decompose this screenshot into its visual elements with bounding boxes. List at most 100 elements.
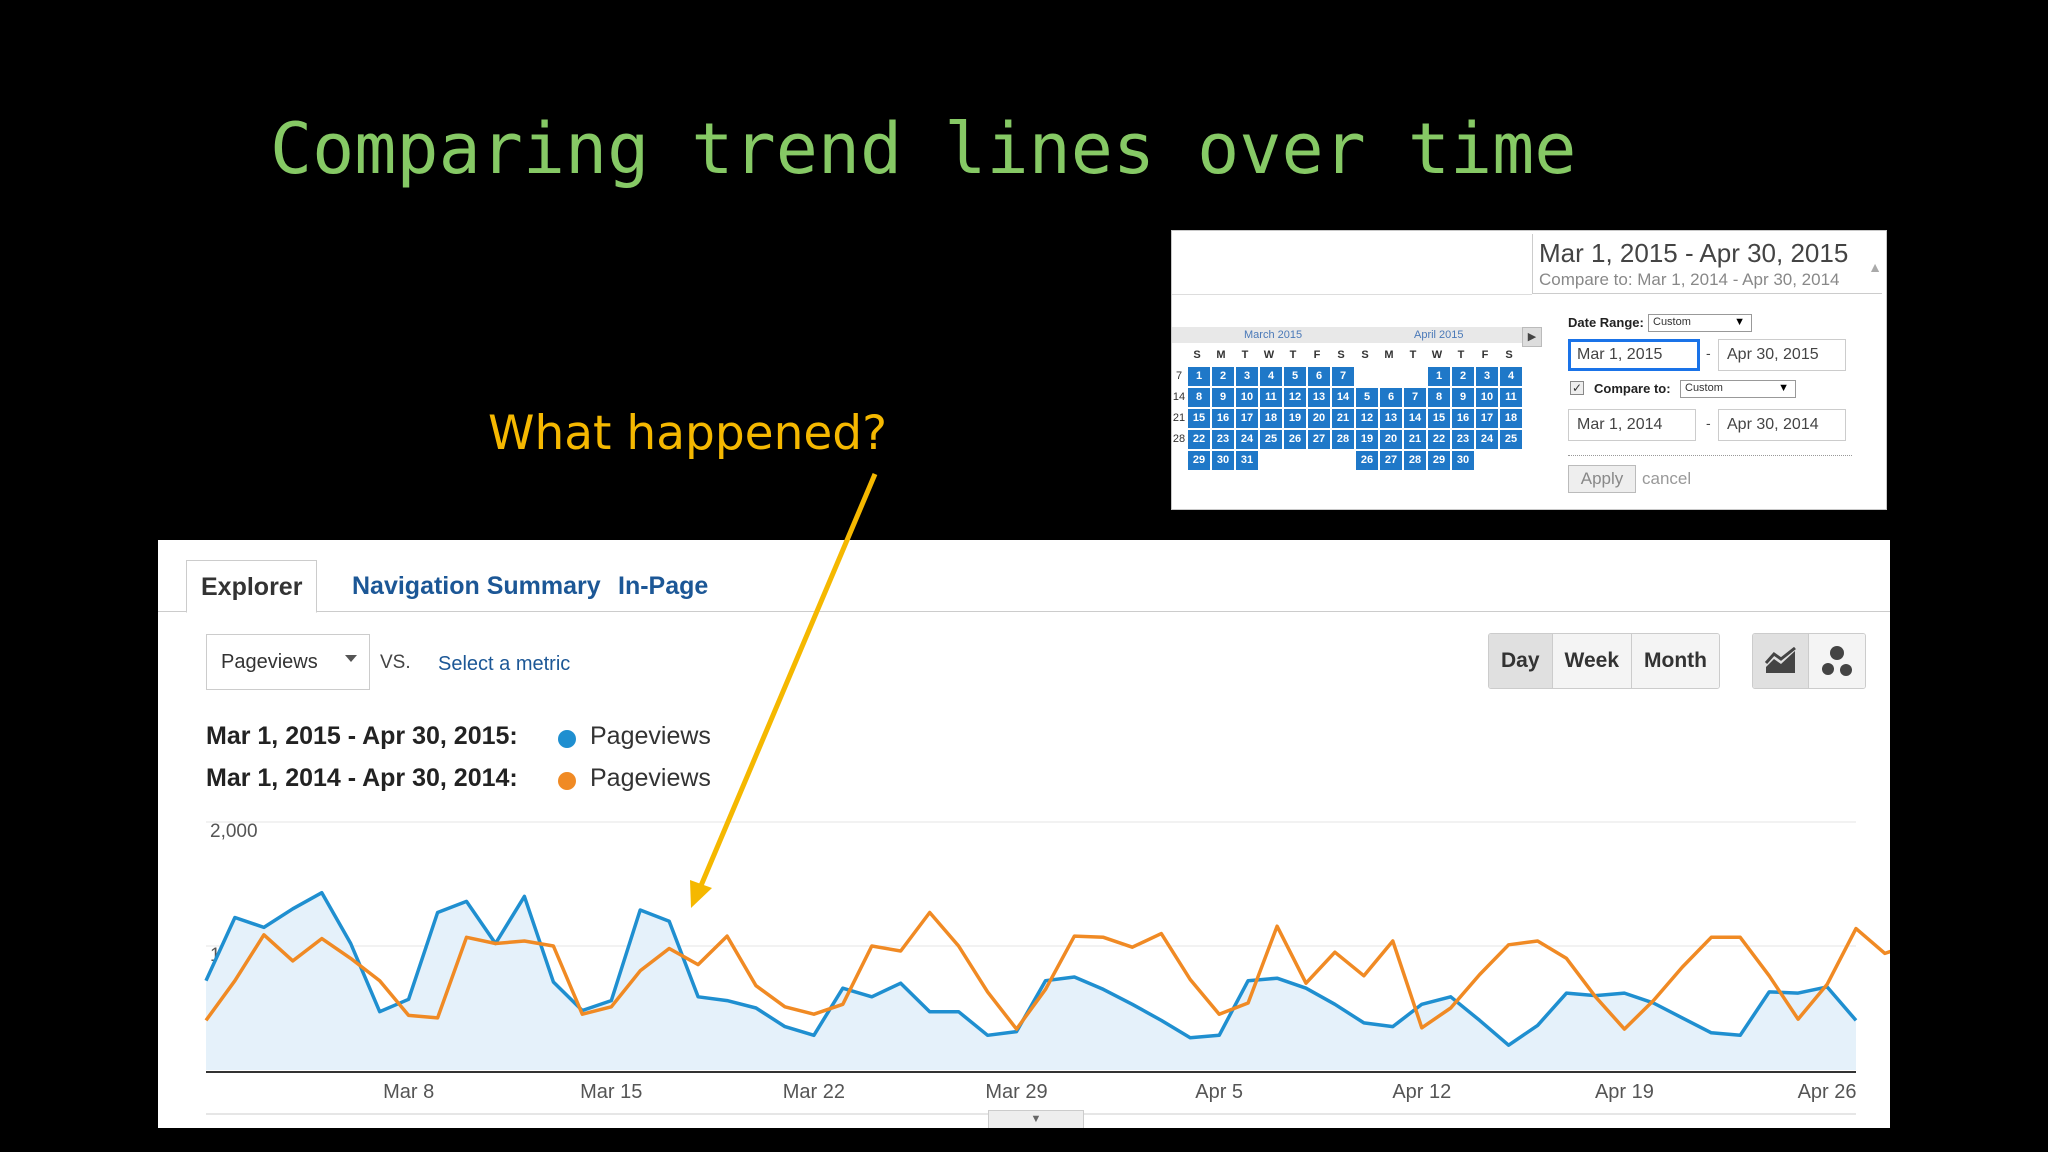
next-month-icon[interactable]: ▶ <box>1522 327 1542 347</box>
calendar-day-march[interactable]: 2 <box>1212 367 1234 386</box>
weekday-label: S <box>1193 349 1201 361</box>
calendar-day-april[interactable]: 13 <box>1380 409 1402 428</box>
calendar-day-april[interactable]: 4 <box>1500 367 1522 386</box>
calendar-day-april[interactable]: 28 <box>1404 451 1426 470</box>
calendar-day-april[interactable]: 30 <box>1452 451 1474 470</box>
calendar-day-march[interactable]: 14 <box>1332 388 1354 407</box>
apply-button[interactable]: Apply <box>1568 465 1636 493</box>
compare-checkbox[interactable]: ✓ <box>1570 381 1584 395</box>
calendar-day-april[interactable]: 3 <box>1476 367 1498 386</box>
calendar-day-march[interactable]: 25 <box>1260 430 1282 449</box>
calendar-day-april[interactable]: 6 <box>1380 388 1402 407</box>
calendar-day-march[interactable]: 6 <box>1308 367 1330 386</box>
compare-start-input[interactable]: Mar 1, 2014 <box>1568 409 1696 441</box>
calendar-day-march[interactable]: 20 <box>1308 409 1330 428</box>
tab-explorer[interactable]: Explorer <box>186 560 318 613</box>
calendar-day-march[interactable]: 17 <box>1236 409 1258 428</box>
calendar-day-april[interactable]: 17 <box>1476 409 1498 428</box>
range-dash: - <box>1706 415 1711 431</box>
calendar-day-march[interactable]: 30 <box>1212 451 1234 470</box>
legend-metric-current: Pageviews <box>590 722 711 750</box>
calendar-day-april[interactable]: 22 <box>1428 430 1450 449</box>
tab-in-page[interactable]: In-Page <box>618 572 709 600</box>
calendar-day-march[interactable]: 18 <box>1260 409 1282 428</box>
calendar-empty-cell <box>1332 451 1354 470</box>
day-button[interactable]: Day <box>1489 634 1553 688</box>
calendar-day-april[interactable]: 10 <box>1476 388 1498 407</box>
week-number: 14 <box>1172 391 1186 403</box>
calendar-day-april[interactable]: 21 <box>1404 430 1426 449</box>
calendar-day-march[interactable]: 4 <box>1260 367 1282 386</box>
calendar-day-april[interactable]: 23 <box>1452 430 1474 449</box>
compare-select[interactable]: Custom ▼ <box>1680 380 1796 398</box>
calendar-day-march[interactable]: 28 <box>1332 430 1354 449</box>
calendar-day-march[interactable]: 15 <box>1188 409 1210 428</box>
calendar-day-march[interactable]: 22 <box>1188 430 1210 449</box>
date-range-select[interactable]: Custom ▼ <box>1648 314 1752 332</box>
calendar-day-april[interactable]: 7 <box>1404 388 1426 407</box>
calendar-day-march[interactable]: 31 <box>1236 451 1258 470</box>
calendar-day-april[interactable]: 27 <box>1380 451 1402 470</box>
series-line-current[interactable] <box>204 890 1858 1047</box>
calendar-day-april[interactable]: 14 <box>1404 409 1426 428</box>
date-range-header[interactable]: Mar 1, 2015 - Apr 30, 2015 Compare to: M… <box>1532 234 1882 294</box>
calendar-day-march[interactable]: 12 <box>1284 388 1306 407</box>
calendar-day-march[interactable]: 1 <box>1188 367 1210 386</box>
calendar-day-march[interactable]: 8 <box>1188 388 1210 407</box>
calendar-day-march[interactable]: 7 <box>1332 367 1354 386</box>
calendar-day-april[interactable]: 2 <box>1452 367 1474 386</box>
start-date-input[interactable]: Mar 1, 2015 <box>1568 339 1700 371</box>
calendar-day-april[interactable]: 18 <box>1500 409 1522 428</box>
collapse-arrow-icon[interactable]: ▲ <box>1868 259 1882 275</box>
month-button[interactable]: Month <box>1632 634 1719 688</box>
calendar-day-march[interactable]: 23 <box>1212 430 1234 449</box>
chart-type-toggle <box>1752 633 1866 689</box>
calendar-day-april[interactable]: 8 <box>1428 388 1450 407</box>
calendar-day-april[interactable]: 19 <box>1356 430 1378 449</box>
calendar-day-april[interactable]: 25 <box>1500 430 1522 449</box>
cancel-link[interactable]: cancel <box>1642 469 1692 488</box>
compare-label: Compare to: <box>1594 381 1671 396</box>
calendar-day-april[interactable]: 15 <box>1428 409 1450 428</box>
metric-select[interactable]: Pageviews <box>206 634 370 690</box>
calendar-day-march[interactable]: 21 <box>1332 409 1354 428</box>
calendar-day-march[interactable]: 26 <box>1284 430 1306 449</box>
calendar-day-april[interactable]: 1 <box>1428 367 1450 386</box>
calendar-day-march[interactable]: 13 <box>1308 388 1330 407</box>
legend-range-previous: Mar 1, 2014 - Apr 30, 2014: <box>206 764 518 792</box>
motion-chart-icon[interactable] <box>1809 634 1865 688</box>
calendar-day-march[interactable]: 27 <box>1308 430 1330 449</box>
calendar-day-april[interactable]: 12 <box>1356 409 1378 428</box>
calendar-day-april[interactable]: 5 <box>1356 388 1378 407</box>
legend-dot-orange <box>558 772 576 790</box>
calendar-day-march[interactable]: 16 <box>1212 409 1234 428</box>
calendar-day-april[interactable]: 20 <box>1380 430 1402 449</box>
divider <box>1172 294 1532 295</box>
expand-chart-icon[interactable]: ▼ <box>988 1110 1084 1128</box>
calendar-day-march[interactable]: 9 <box>1212 388 1234 407</box>
calendar-day-march[interactable]: 3 <box>1236 367 1258 386</box>
calendar-day-march[interactable]: 24 <box>1236 430 1258 449</box>
calendar-day-april[interactable]: 24 <box>1476 430 1498 449</box>
calendar-day-march[interactable]: 5 <box>1284 367 1306 386</box>
calendar-day-march[interactable]: 10 <box>1236 388 1258 407</box>
end-date-input[interactable]: Apr 30, 2015 <box>1718 339 1846 371</box>
select-metric-link[interactable]: Select a metric <box>438 653 571 675</box>
calendar-day-april[interactable]: 16 <box>1452 409 1474 428</box>
compare-range-text: Compare to: Mar 1, 2014 - Apr 30, 2014 <box>1539 270 1840 289</box>
series-line-previous[interactable] <box>204 910 1890 1031</box>
line-chart-icon[interactable] <box>1753 634 1809 688</box>
weekday-label: W <box>1263 349 1275 361</box>
tab-navigation-summary[interactable]: Navigation Summary <box>352 572 601 600</box>
calendar-day-march[interactable]: 29 <box>1188 451 1210 470</box>
calendar-day-april[interactable]: 26 <box>1356 451 1378 470</box>
compare-end-input[interactable]: Apr 30, 2014 <box>1718 409 1846 441</box>
calendar-day-april[interactable]: 29 <box>1428 451 1450 470</box>
calendar-day-april[interactable]: 9 <box>1452 388 1474 407</box>
calendar-day-march[interactable]: 11 <box>1260 388 1282 407</box>
week-button[interactable]: Week <box>1552 634 1633 688</box>
calendar-day-april[interactable]: 11 <box>1500 388 1522 407</box>
calendar-day-march[interactable]: 19 <box>1284 409 1306 428</box>
